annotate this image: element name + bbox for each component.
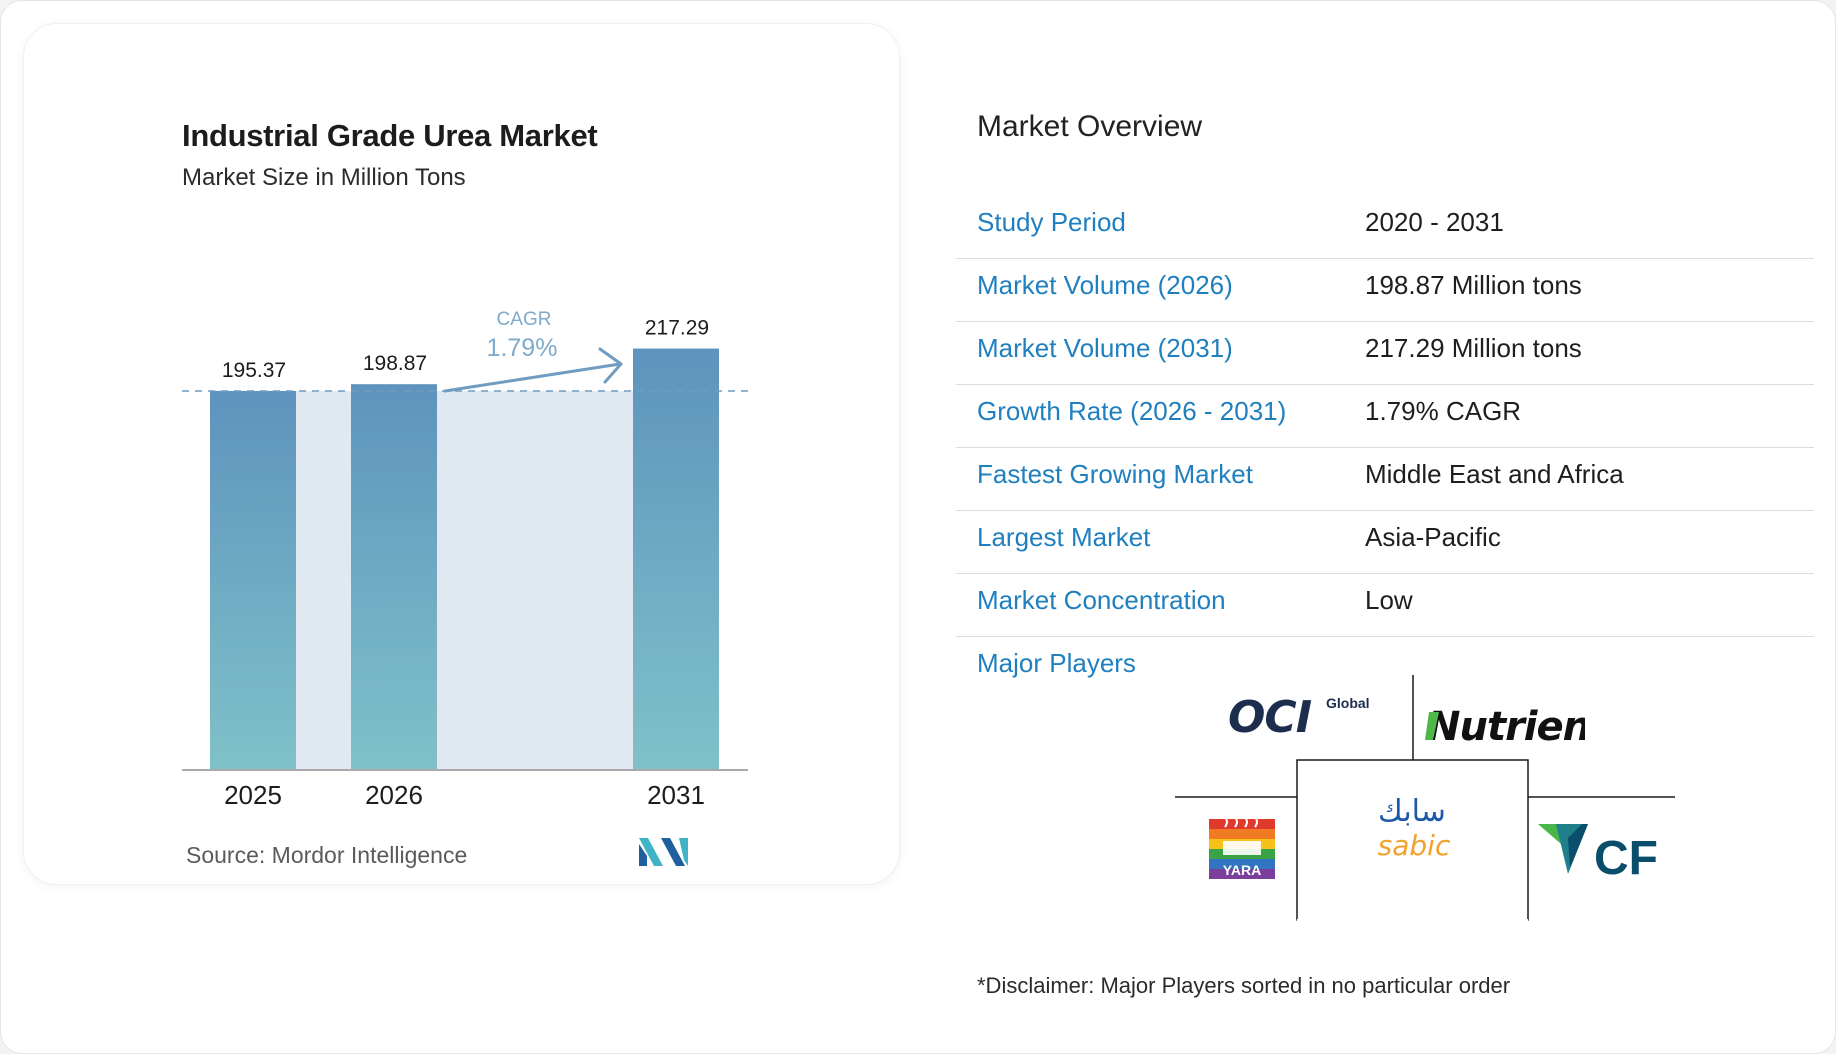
overview-row-value: Low	[1365, 585, 1413, 615]
cagr-value: 1.79%	[487, 334, 558, 362]
x-tick-label: 2025	[224, 780, 282, 810]
chart-title: Industrial Grade Urea Market	[182, 118, 598, 153]
x-tick-label: 2026	[365, 780, 423, 810]
nutrien-logo-text: Nutrien	[1427, 704, 1585, 750]
overview-row-value: 198.87 Million tons	[1365, 270, 1582, 300]
overview-row: Fastest Growing Market Middle East and Af…	[956, 448, 1814, 511]
overview-row: Growth Rate (2026 - 2031) 1.79% CAGR	[956, 385, 1814, 448]
overview-row-value: 1.79% CAGR	[1365, 396, 1522, 426]
cagr-arrow-head	[598, 347, 623, 384]
bar-value-label: 217.29	[645, 317, 709, 340]
oci-logo-text: OCI	[1228, 692, 1312, 740]
yara-logo-text: YARA	[1223, 862, 1261, 878]
bar-2031	[633, 348, 719, 769]
source-label: Source:	[186, 842, 266, 868]
sabic-logo-text: sabic	[1378, 829, 1451, 862]
cf-logo: CF	[1538, 824, 1658, 882]
overview-row-label: Market Volume (2031)	[977, 333, 1233, 363]
bar-2026	[351, 384, 437, 769]
sabic-logo: سابك sabic	[1378, 794, 1451, 862]
overview-row-label: Market Concentration	[977, 585, 1226, 615]
major-players-label: Major Players	[977, 648, 1136, 678]
source-name: Mordor Intelligence	[271, 842, 468, 868]
bar-value-label: 195.37	[222, 359, 286, 382]
source-line: Source: Mordor Intelligence	[186, 842, 467, 869]
disclaimer-text: *Disclaimer: Major Players sorted in no …	[977, 973, 1511, 998]
sabic-logo-arabic: سابك	[1378, 794, 1446, 829]
oci-logo-suffix: Global	[1326, 695, 1370, 711]
cagr-label: CAGR	[497, 309, 552, 330]
overview-row-value: Middle East and Africa	[1365, 459, 1624, 489]
overview-row: Largest Market Asia-Pacific	[956, 511, 1814, 574]
overview-row-label: Study Period	[977, 207, 1126, 237]
bar-2025	[210, 390, 296, 769]
overview-row-label: Largest Market	[977, 522, 1151, 552]
yara-logo: YARA	[1209, 819, 1275, 879]
overview-row-label: Market Volume (2026)	[977, 270, 1233, 300]
x-tick-label: 2031	[647, 780, 705, 810]
chart-band	[437, 390, 633, 769]
overview-row: Market Volume (2026) 198.87 Million tons	[956, 259, 1814, 322]
overview-row-value: 217.29 Million tons	[1365, 333, 1582, 363]
oci-global-logo: OCI Global	[1228, 692, 1370, 740]
overview-row: Market Concentration Low	[956, 574, 1814, 637]
overview-row: Market Volume (2031) 217.29 Million tons	[956, 322, 1814, 385]
cf-logo-text: CF	[1594, 832, 1658, 882]
nutrien-logo: Nutrien	[1425, 704, 1585, 750]
bar-chart: 195.37 2025 198.87 2026 217.29 2031 CAGR 1.79…	[182, 309, 750, 810]
chart-band	[296, 390, 351, 769]
cagr-arrow-line	[443, 362, 622, 393]
overview-row-value: Asia-Pacific	[1365, 522, 1501, 552]
overview-row: Study Period 2020 - 2031	[956, 196, 1814, 259]
chart-subtitle: Market Size in Million Tons	[182, 164, 466, 191]
overview-row-value: 2020 - 2031	[1365, 207, 1504, 237]
cagr-annotation: CAGR 1.79%	[443, 309, 623, 393]
overview-row-label: Fastest Growing Market	[977, 459, 1253, 489]
mordor-intelligence-logo	[639, 838, 688, 866]
overview-title: Market Overview	[977, 110, 1203, 143]
overview-table: Study Period 2020 - 2031 Market Volume (20…	[956, 196, 1814, 637]
overview-row-label: Growth Rate (2026 - 2031)	[977, 396, 1287, 426]
bar-value-label: 198.87	[363, 352, 427, 375]
